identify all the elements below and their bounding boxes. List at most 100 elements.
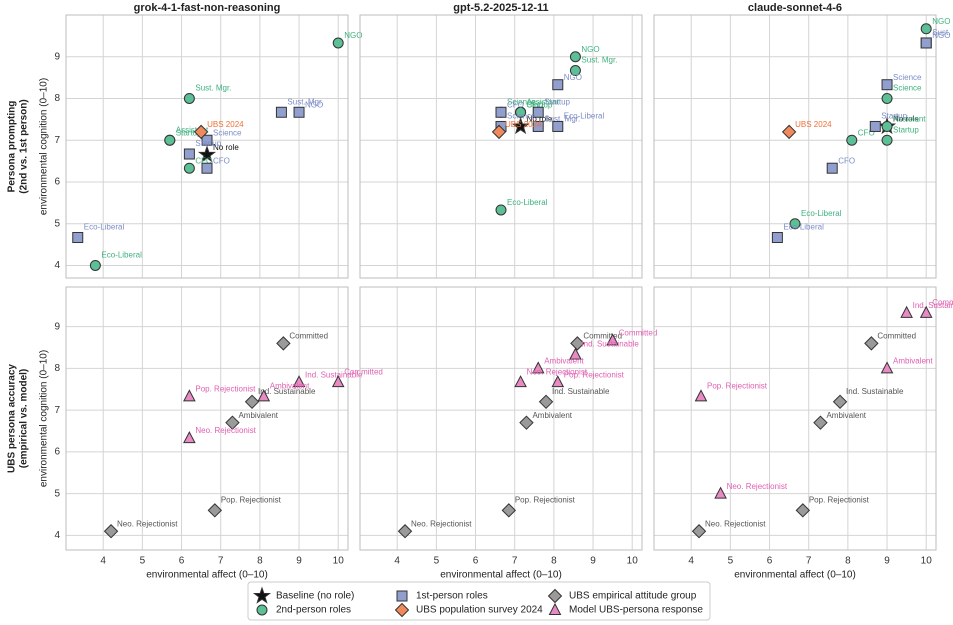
data-point [869,120,881,132]
point-label: Ind. Sustainable [913,301,953,310]
x-tick-label: 4 [394,556,400,567]
point-label: Pop. Rejectionist [564,370,625,379]
data-point [532,120,544,132]
row-label: Persona prompting [7,101,18,193]
point-label: UBS 2024 [207,120,244,129]
legend-marker [396,590,408,602]
point-label: Sust. Mgr. [581,56,617,65]
x-tick-label: 9 [884,556,890,567]
data-point [538,394,554,410]
point-label: Startup [527,100,553,109]
data-point [552,79,564,91]
x-tick-label: 5 [140,556,146,567]
y-tick-label: 6 [54,447,60,458]
data-point [225,415,240,430]
point-label: Science [893,84,922,93]
data-point [789,218,801,230]
point-label: Sust. Mgr. [195,84,231,93]
point-label: Eco-Liberal [783,223,824,232]
point-label: Eco-Liberal [801,209,842,218]
data-point [197,145,217,163]
point-label: Sust. Mgr. [287,97,323,106]
legend-marker [394,602,410,618]
point-label: Ambivalent [532,411,572,420]
point-label: CFO [858,128,875,137]
point-label: Startup [176,128,202,137]
point-label: No role [527,115,553,124]
data-point [332,37,344,49]
data-point [781,124,797,140]
point-label: No role [893,115,919,124]
data-point [183,162,195,174]
data-point [183,92,195,104]
data-point [515,106,527,118]
data-point [832,394,848,410]
data-point [331,375,345,388]
point-label: Neo. Rejectionist [117,519,178,528]
x-axis-label: environmental affect (0–10) [146,570,268,581]
x-tick-label: 10 [333,556,345,567]
panel-frame [65,14,349,279]
point-label: Neo. Rejectionist [705,519,766,528]
legend-box [247,581,711,621]
panel-frame [653,14,937,279]
x-tick-label: 6 [767,556,773,567]
x-axis-label: environmental affect (0–10) [734,570,856,581]
data-point [771,232,783,244]
panel-title: grok-4-1-fast-non-reasoning [134,2,281,14]
x-tick-label: 8 [257,556,263,567]
y-axis-label: environmental cognition (0–10) [39,350,50,487]
point-label: Pop. Rejectionist [195,384,256,393]
x-tick-label: 7 [512,556,518,567]
data-point [606,333,619,346]
data-point [900,305,913,318]
point-label: Neo. Rejectionist [411,519,472,528]
x-tick-label: 10 [627,556,639,567]
point-label: CFO [213,156,230,165]
point-label: Eco-Liberal [84,223,125,232]
data-point [495,204,507,216]
point-label: Ind. Sustainable [846,387,904,396]
point-label: Ambivalent [238,411,278,420]
data-point [881,120,893,132]
point-label: Committed [877,331,916,340]
legend-label: 1st-person roles [416,591,488,602]
point-label: Science [507,97,536,106]
data-point [207,503,223,518]
x-tick-label: 8 [551,556,557,567]
panel-frame [65,286,349,551]
panel-title: gpt-5.2-2025-12-11 [453,2,548,14]
x-tick-label: 6 [473,556,479,567]
point-label: NGO [564,73,582,82]
point-label: Ind. Sustainable [305,370,363,379]
data-point [511,116,530,135]
data-point [257,389,271,402]
point-label: CFO [527,100,544,109]
data-point [201,134,213,146]
point-label: NGO [305,100,323,109]
data-point [292,375,306,388]
x-tick-label: 8 [845,556,851,567]
point-label: Startup [195,139,221,148]
point-label: Eco-Liberal [101,251,142,260]
data-point [920,37,932,49]
point-label: Committed [289,331,328,340]
legend-label: UBS population survey 2024 [416,605,543,616]
y-tick-label: 9 [54,321,60,332]
y-tick-label: 7 [54,405,60,416]
data-point [694,389,708,402]
legend-label: Baseline (no role) [276,591,354,602]
point-label: Science [893,73,922,82]
point-label: CFO [838,156,855,165]
legend-label: 2nd-person roles [276,605,351,616]
point-label: Sust. Mgr. [544,115,580,124]
data-point [183,431,196,444]
point-label: CFO [507,100,524,109]
data-point [183,148,195,160]
y-tick-label: 8 [54,363,60,374]
data-point [275,106,287,118]
point-label: Ind. Sustainable [258,387,316,396]
y-axis-label: environmental cognition (0–10) [39,78,50,215]
x-tick-label: 7 [218,556,224,567]
